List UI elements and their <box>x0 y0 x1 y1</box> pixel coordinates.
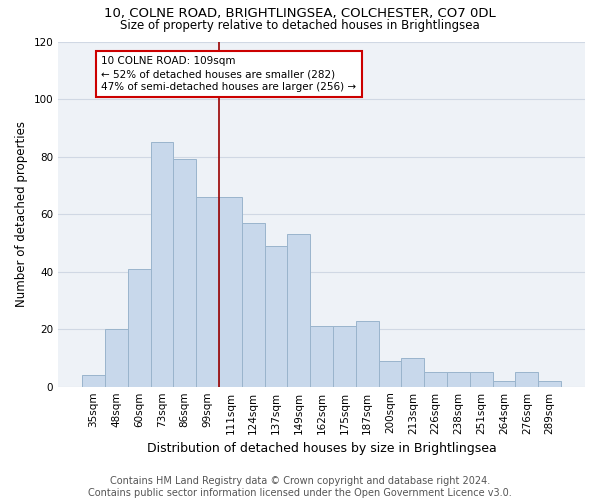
Text: 10 COLNE ROAD: 109sqm
← 52% of detached houses are smaller (282)
47% of semi-det: 10 COLNE ROAD: 109sqm ← 52% of detached … <box>101 56 356 92</box>
Bar <box>151 142 173 386</box>
Bar <box>128 268 151 386</box>
Bar <box>310 326 333 386</box>
Bar <box>538 381 561 386</box>
Bar <box>424 372 447 386</box>
Bar <box>242 222 265 386</box>
Bar <box>515 372 538 386</box>
Text: Contains HM Land Registry data © Crown copyright and database right 2024.
Contai: Contains HM Land Registry data © Crown c… <box>88 476 512 498</box>
Bar <box>356 320 379 386</box>
Bar <box>401 358 424 386</box>
Bar <box>379 361 401 386</box>
Bar <box>196 197 219 386</box>
Bar <box>173 160 196 386</box>
Text: 10, COLNE ROAD, BRIGHTLINGSEA, COLCHESTER, CO7 0DL: 10, COLNE ROAD, BRIGHTLINGSEA, COLCHESTE… <box>104 8 496 20</box>
Bar <box>493 381 515 386</box>
Text: Size of property relative to detached houses in Brightlingsea: Size of property relative to detached ho… <box>120 19 480 32</box>
Y-axis label: Number of detached properties: Number of detached properties <box>15 121 28 307</box>
Bar <box>447 372 470 386</box>
Bar <box>287 234 310 386</box>
X-axis label: Distribution of detached houses by size in Brightlingsea: Distribution of detached houses by size … <box>147 442 496 455</box>
Bar <box>105 329 128 386</box>
Bar <box>219 197 242 386</box>
Bar <box>265 246 287 386</box>
Bar <box>82 375 105 386</box>
Bar <box>470 372 493 386</box>
Bar <box>333 326 356 386</box>
